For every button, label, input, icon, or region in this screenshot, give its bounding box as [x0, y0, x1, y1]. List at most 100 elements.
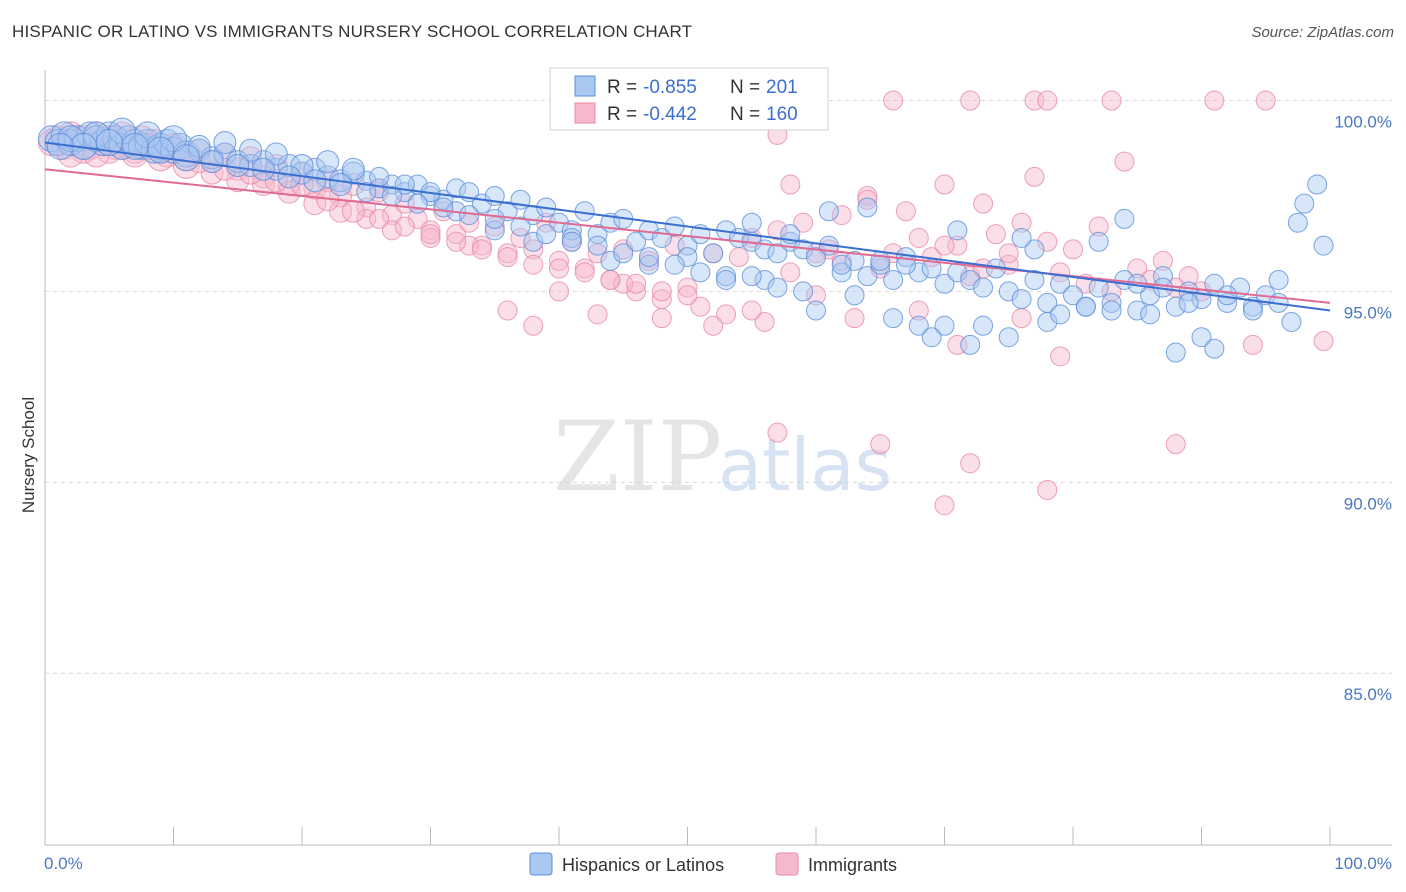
- immigrants-point: [1313, 331, 1334, 352]
- immigrants-point: [471, 239, 492, 260]
- hispanics-point: [638, 247, 659, 268]
- hispanics-point: [369, 166, 390, 187]
- stats-legend: R = -0.855 N = 201 R = -0.442 N = 160: [549, 67, 829, 131]
- immigrants-point: [1255, 90, 1276, 111]
- trend-lines: [44, 141, 1331, 312]
- hispanics-point: [200, 150, 224, 174]
- immigrants-point: [549, 258, 569, 279]
- hispanics-point: [1313, 235, 1334, 256]
- immigrants-point: [934, 495, 955, 516]
- immigrants-point: [1114, 151, 1135, 172]
- immigrants-point: [895, 201, 916, 222]
- hispanics-point: [960, 334, 981, 355]
- hispanics-point: [831, 254, 852, 275]
- hispanics-point: [870, 250, 891, 271]
- hispanics-point: [947, 220, 968, 241]
- immigrants-point: [870, 434, 891, 455]
- immigrants-point: [960, 90, 981, 111]
- legend-swatch-hispanics: [529, 852, 553, 876]
- hispanics-point: [1101, 292, 1122, 313]
- immigrants-point: [716, 304, 737, 325]
- legend-swatch-immigrants: [775, 852, 799, 876]
- hispanics-point: [921, 327, 942, 348]
- immigrants-point: [728, 247, 749, 268]
- chart-source: Source: ZipAtlas.com: [1251, 24, 1394, 41]
- hispanics-point: [1204, 338, 1225, 359]
- immigrants-point: [1165, 434, 1186, 455]
- stats-legend-n-label-blue: N =: [730, 77, 760, 98]
- immigrants-point: [523, 254, 544, 275]
- immigrants-point: [523, 315, 544, 336]
- stats-legend-r-label-blue: R =: [607, 77, 637, 98]
- hispanics-point: [626, 231, 647, 252]
- hispanics-point: [523, 231, 544, 252]
- immigrants-point: [1242, 334, 1263, 355]
- hispanics-point: [613, 243, 634, 264]
- hispanics-point: [1191, 327, 1212, 348]
- stats-legend-r-value-pink: -0.442: [643, 104, 697, 125]
- hispanics-point: [934, 273, 955, 294]
- immigrants-point: [1152, 250, 1173, 271]
- hispanics-point: [1101, 300, 1122, 321]
- immigrants-point: [1204, 90, 1225, 111]
- x-tick-label: 100.0%: [1334, 854, 1392, 873]
- hispanics-point: [973, 277, 994, 298]
- hispanics-point: [446, 178, 467, 199]
- immigrants-point: [1037, 479, 1058, 500]
- immigrants-point: [754, 311, 775, 332]
- hispanics-point: [1024, 239, 1045, 260]
- y-tick-label: 90.0%: [1344, 494, 1392, 513]
- hispanics-point: [818, 201, 839, 222]
- hispanics-point: [459, 205, 480, 226]
- hispanics-point: [844, 250, 865, 271]
- immigrants-point: [767, 220, 788, 241]
- immigrants-point: [1088, 216, 1109, 237]
- immigrants-point: [394, 216, 415, 237]
- immigrants-point: [1037, 231, 1058, 252]
- immigrants-point: [831, 205, 852, 226]
- hispanics-point: [1011, 289, 1032, 310]
- immigrants-point: [651, 308, 672, 329]
- immigrants-point: [934, 235, 955, 256]
- immigrants-point: [369, 208, 390, 229]
- hispanics-point: [741, 212, 762, 233]
- y-axis-label: Nursery School: [19, 397, 38, 513]
- hispanics-point: [433, 197, 454, 218]
- immigrants-point: [574, 262, 595, 283]
- immigrants-point: [741, 300, 762, 321]
- hispanics-point: [1114, 208, 1135, 229]
- hispanics-point: [341, 157, 365, 181]
- hispanics-point: [1287, 212, 1308, 233]
- immigrants-point: [1127, 258, 1148, 279]
- immigrants-point: [1178, 266, 1199, 287]
- immigrants-point: [690, 296, 711, 317]
- immigrants-point: [587, 304, 608, 325]
- immigrants-point: [1050, 262, 1071, 283]
- immigrants-point: [497, 300, 518, 321]
- immigrants-point: [1011, 212, 1032, 233]
- hispanics-point: [1281, 311, 1302, 332]
- watermark: ZIP atlas: [553, 401, 892, 513]
- hispanics-point: [998, 281, 1019, 302]
- hispanics-points: [37, 117, 1334, 363]
- immigrants-point: [523, 239, 544, 260]
- hispanics-point: [1075, 296, 1096, 317]
- watermark-atlas: atlas: [718, 423, 892, 507]
- stats-legend-n-value-pink: 160: [766, 104, 798, 125]
- immigrants-point: [626, 281, 647, 302]
- stats-legend-r-label-pink: R =: [607, 104, 637, 125]
- immigrants-point: [973, 193, 994, 214]
- hispanics-point: [908, 262, 929, 283]
- stats-legend-swatch-blue: [574, 75, 596, 97]
- hispanics-point: [690, 262, 711, 283]
- hispanics-point: [806, 300, 826, 321]
- y-tick-label: 100.0%: [1334, 113, 1392, 132]
- immigrants-point: [341, 199, 365, 223]
- hispanics-point: [510, 216, 531, 237]
- immigrants-point: [239, 161, 263, 185]
- x-tick-label: 0.0%: [44, 854, 83, 873]
- immigrants-point: [844, 308, 865, 329]
- hispanics-point: [316, 150, 340, 174]
- hispanics-point: [703, 243, 724, 264]
- immigrants-point: [651, 281, 672, 302]
